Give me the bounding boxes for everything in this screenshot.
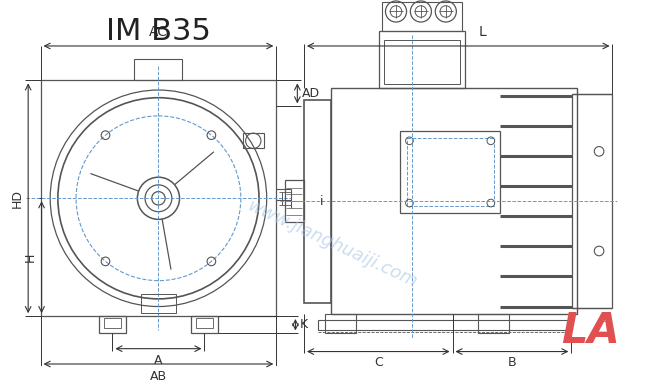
Text: HD: HD [10,189,23,208]
Bar [191,316,218,333]
Text: i: i [320,195,323,208]
Bar [304,100,331,303]
Bar [242,133,264,149]
Text: B: B [508,356,516,369]
Bar [382,2,462,31]
Text: C: C [374,356,383,369]
Bar [384,40,460,84]
Bar [104,318,121,328]
Bar [400,131,500,213]
Text: A: A [154,354,162,367]
Bar [141,294,176,313]
Bar [572,94,612,308]
Bar [318,320,571,330]
Text: K: K [300,318,308,331]
Bar [379,31,465,88]
Text: LA: LA [561,311,619,353]
Bar [406,138,494,206]
Bar [325,314,356,333]
Bar [40,81,276,316]
Bar [135,59,183,81]
Text: AB: AB [150,370,167,382]
Text: ®: ® [599,314,610,324]
Bar [196,318,213,328]
Bar [331,88,577,314]
Text: L: L [478,25,486,39]
Bar [478,314,509,333]
Text: www.jianghuaiji.com: www.jianghuaiji.com [245,197,421,291]
Text: H: H [24,253,37,262]
Bar [99,316,126,333]
Bar [285,180,304,222]
Text: AD: AD [302,87,320,100]
Text: AC: AC [149,25,168,39]
Text: IM B35: IM B35 [106,17,211,46]
